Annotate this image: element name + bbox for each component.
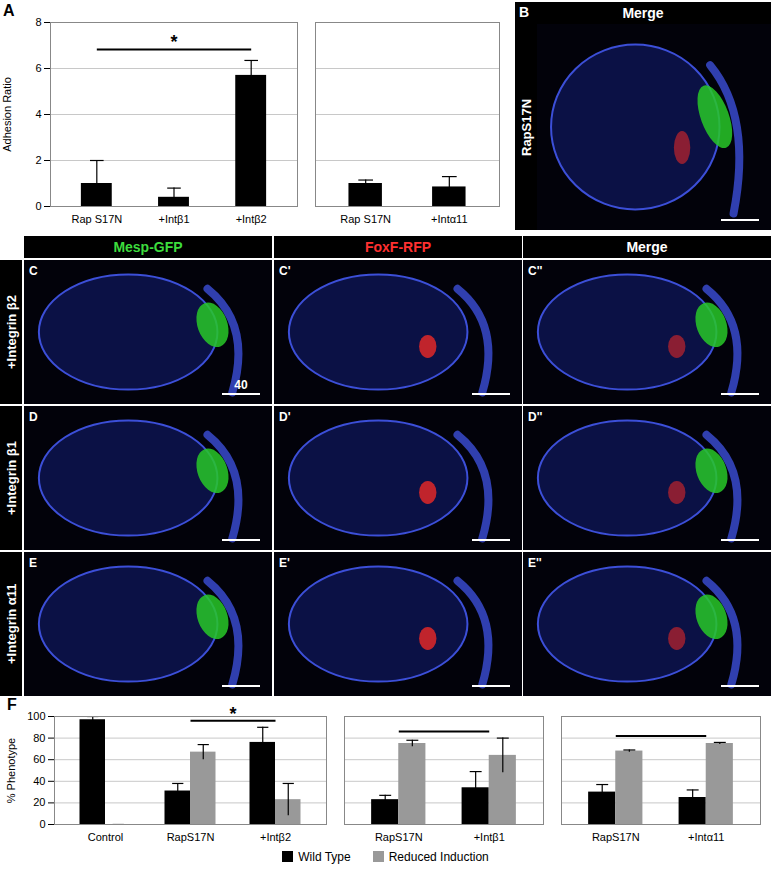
svg-text:40: 40 xyxy=(33,775,45,787)
html-text:F: F xyxy=(7,696,17,713)
svg-text:4: 4 xyxy=(35,108,41,120)
svg-text:D: D xyxy=(29,410,38,424)
html-text:Merge: Merge xyxy=(622,5,664,21)
html-text:Reduced Induction: Reduced Induction xyxy=(388,850,489,864)
svg-text:80: 80 xyxy=(33,732,45,744)
html-text:+Integrin α11: +Integrin α11 xyxy=(3,583,19,665)
svg-text:+Intβ2: +Intβ2 xyxy=(260,831,291,843)
svg-text:Control: Control xyxy=(88,831,123,843)
svg-text:+Intβ1: +Intβ1 xyxy=(474,831,505,843)
html-text:Merge: Merge xyxy=(626,239,668,255)
svg-text:40: 40 xyxy=(234,378,248,392)
svg-text:20: 20 xyxy=(33,796,45,808)
svg-text:*: * xyxy=(229,704,236,724)
html-text:+Integrin β1: +Integrin β1 xyxy=(3,441,19,515)
svg-text:D'': D'' xyxy=(528,410,543,424)
html-text:Mesp-GFP: Mesp-GFP xyxy=(113,239,183,255)
svg-text:RapS17N: RapS17N xyxy=(167,831,215,843)
svg-text:2: 2 xyxy=(35,154,41,166)
svg-text:60: 60 xyxy=(33,753,45,765)
svg-text:*: * xyxy=(170,32,177,52)
html-text:+Integrin β2: +Integrin β2 xyxy=(3,295,19,369)
svg-text:8: 8 xyxy=(35,16,41,28)
svg-text:C': C' xyxy=(279,264,291,278)
svg-text:100: 100 xyxy=(27,710,45,722)
svg-text:6: 6 xyxy=(35,62,41,74)
html-text:A: A xyxy=(3,2,15,19)
svg-text:E'': E'' xyxy=(528,556,542,570)
svg-text:% Phenotype: % Phenotype xyxy=(5,738,17,803)
svg-text:RapS17N: RapS17N xyxy=(375,831,423,843)
html-text:Wild Type: Wild Type xyxy=(298,850,351,864)
svg-text:+Intα11: +Intα11 xyxy=(431,213,467,225)
svg-text:E': E' xyxy=(279,556,290,570)
html-text:B: B xyxy=(519,4,530,20)
svg-text:0: 0 xyxy=(39,818,45,830)
svg-text:D': D' xyxy=(279,410,291,424)
html-text:FoxF-RFP: FoxF-RFP xyxy=(364,239,431,255)
svg-text:Adhesion Ratio: Adhesion Ratio xyxy=(1,77,13,152)
html-text:RapS17N: RapS17N xyxy=(518,98,534,156)
svg-text:+Intβ2: +Intβ2 xyxy=(236,213,267,225)
svg-text:Rap S17N: Rap S17N xyxy=(340,213,391,225)
svg-text:C'': C'' xyxy=(528,264,543,278)
svg-text:0: 0 xyxy=(35,200,41,212)
svg-text:E: E xyxy=(29,556,37,570)
svg-text:+Intβ1: +Intβ1 xyxy=(158,213,189,225)
svg-text:C: C xyxy=(29,264,38,278)
svg-text:+Intα11: +Intα11 xyxy=(688,831,724,843)
svg-text:RapS17N: RapS17N xyxy=(592,831,640,843)
svg-text:Rap S17N: Rap S17N xyxy=(71,213,122,225)
